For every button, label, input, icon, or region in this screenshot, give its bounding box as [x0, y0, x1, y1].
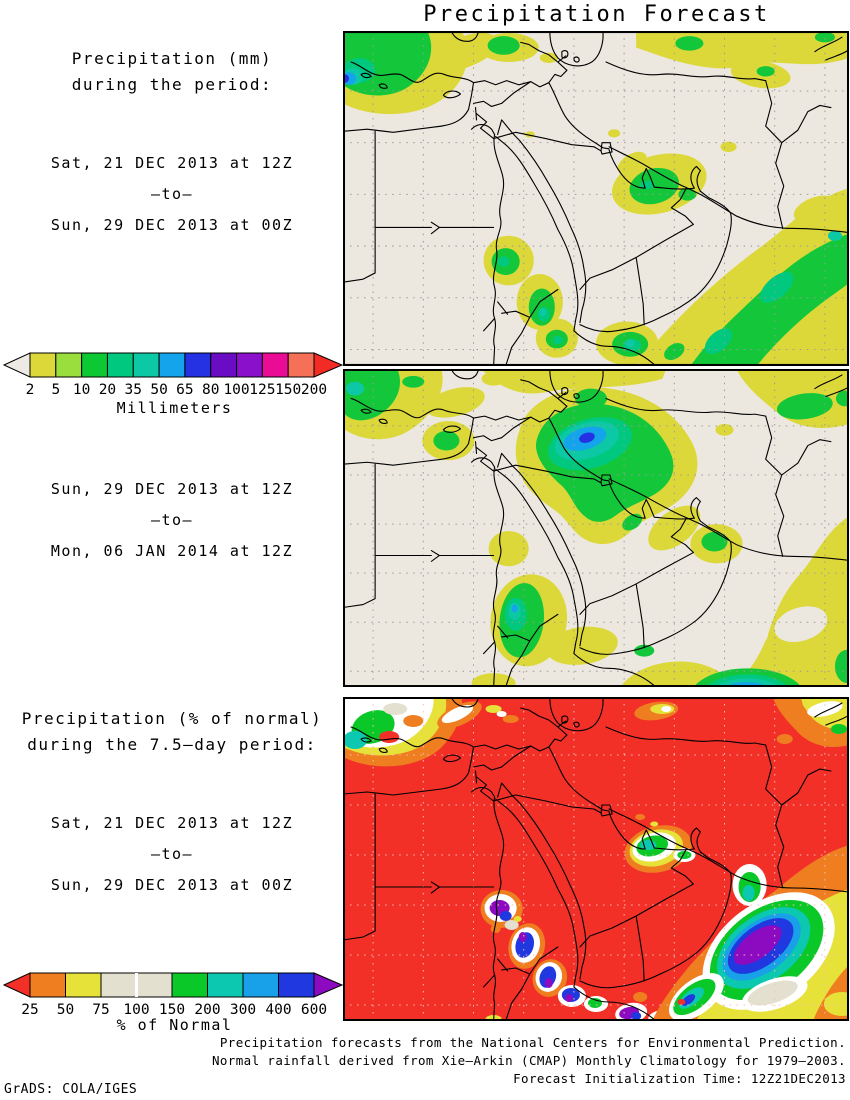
pct-heading-line1: Precipitation (% of normal): [21, 709, 323, 728]
precip-overlay: [343, 369, 849, 687]
map-panel-mm-week1: [343, 31, 849, 366]
page-title: Precipitation Forecast: [423, 2, 770, 27]
period-end: Sun, 29 DEC 2013 at 00Z: [50, 216, 294, 234]
footer-line-1: Precipitation forecasts from the Nationa…: [219, 1035, 846, 1050]
grads-credit: GrADS: COLA/IGES: [4, 1082, 138, 1097]
period-end: Mon, 06 JAN 2014 at 12Z: [50, 542, 294, 560]
footer-line-2: Normal rainfall derived from Xie–Arkin (…: [211, 1053, 846, 1068]
svg-text:50: 50: [57, 1002, 74, 1018]
svg-text:200: 200: [301, 382, 327, 398]
svg-text:20: 20: [99, 382, 116, 398]
colorbar-pct-caption: % of Normal: [116, 1016, 233, 1034]
pct-heading-line2: during the 7.5–day period:: [27, 735, 317, 754]
svg-text:400: 400: [265, 1002, 291, 1018]
map-panel-pct-normal: [343, 697, 849, 1021]
svg-text:75: 75: [92, 1002, 109, 1018]
footer-line-3: Forecast Initialization Time: 12Z21DEC20…: [513, 1071, 846, 1086]
svg-text:200: 200: [194, 1002, 220, 1018]
svg-text:80: 80: [202, 382, 219, 398]
mm-heading-line2: during the period:: [71, 75, 273, 94]
period-start: Sat, 21 DEC 2013 at 12Z: [50, 814, 294, 832]
svg-text:65: 65: [176, 382, 193, 398]
period-to: –to–: [150, 511, 194, 529]
pct-heading: Precipitation (% of normal) during the 7…: [0, 706, 344, 758]
map-frame: [343, 369, 849, 687]
svg-text:125: 125: [249, 382, 275, 398]
svg-text:150: 150: [159, 1002, 185, 1018]
svg-text:5: 5: [51, 382, 60, 398]
period-start: Sun, 29 DEC 2013 at 12Z: [50, 480, 294, 498]
mm-period2: Sun, 29 DEC 2013 at 12Z –to– Mon, 06 JAN…: [0, 474, 344, 567]
svg-text:35: 35: [125, 382, 142, 398]
colorbar-pct-svg: 25 50 75 100 150 200 300 400 600: [2, 972, 344, 1018]
map-panel-mm-week2: [343, 369, 849, 687]
mm-period1: Sat, 21 DEC 2013 at 12Z –to– Sun, 29 DEC…: [0, 148, 344, 241]
svg-text:150: 150: [275, 382, 301, 398]
svg-text:100: 100: [123, 1002, 149, 1018]
map-frame: [343, 697, 849, 1021]
svg-text:600: 600: [301, 1002, 327, 1018]
period-start: Sat, 21 DEC 2013 at 12Z: [50, 154, 294, 172]
precip-overlay: [343, 697, 849, 1021]
period-to: –to–: [150, 845, 194, 863]
colorbar-mm-svg: 2 5 10 20 35 50 65 80 100 125 150 200: [2, 352, 344, 398]
svg-text:25: 25: [21, 1002, 38, 1018]
svg-text:100: 100: [223, 382, 249, 398]
mm-heading: Precipitation (mm) during the period:: [0, 46, 344, 98]
map-frame: [343, 31, 849, 366]
svg-text:50: 50: [150, 382, 167, 398]
svg-text:2: 2: [26, 382, 35, 398]
svg-text:10: 10: [73, 382, 90, 398]
colorbar-mm-caption: Millimeters: [116, 399, 233, 417]
period-end: Sun, 29 DEC 2013 at 00Z: [50, 876, 294, 894]
mm-heading-line1: Precipitation (mm): [71, 49, 273, 68]
svg-text:300: 300: [230, 1002, 256, 1018]
period-to: –to–: [150, 185, 194, 203]
pct-period: Sat, 21 DEC 2013 at 12Z –to– Sun, 29 DEC…: [0, 808, 344, 901]
